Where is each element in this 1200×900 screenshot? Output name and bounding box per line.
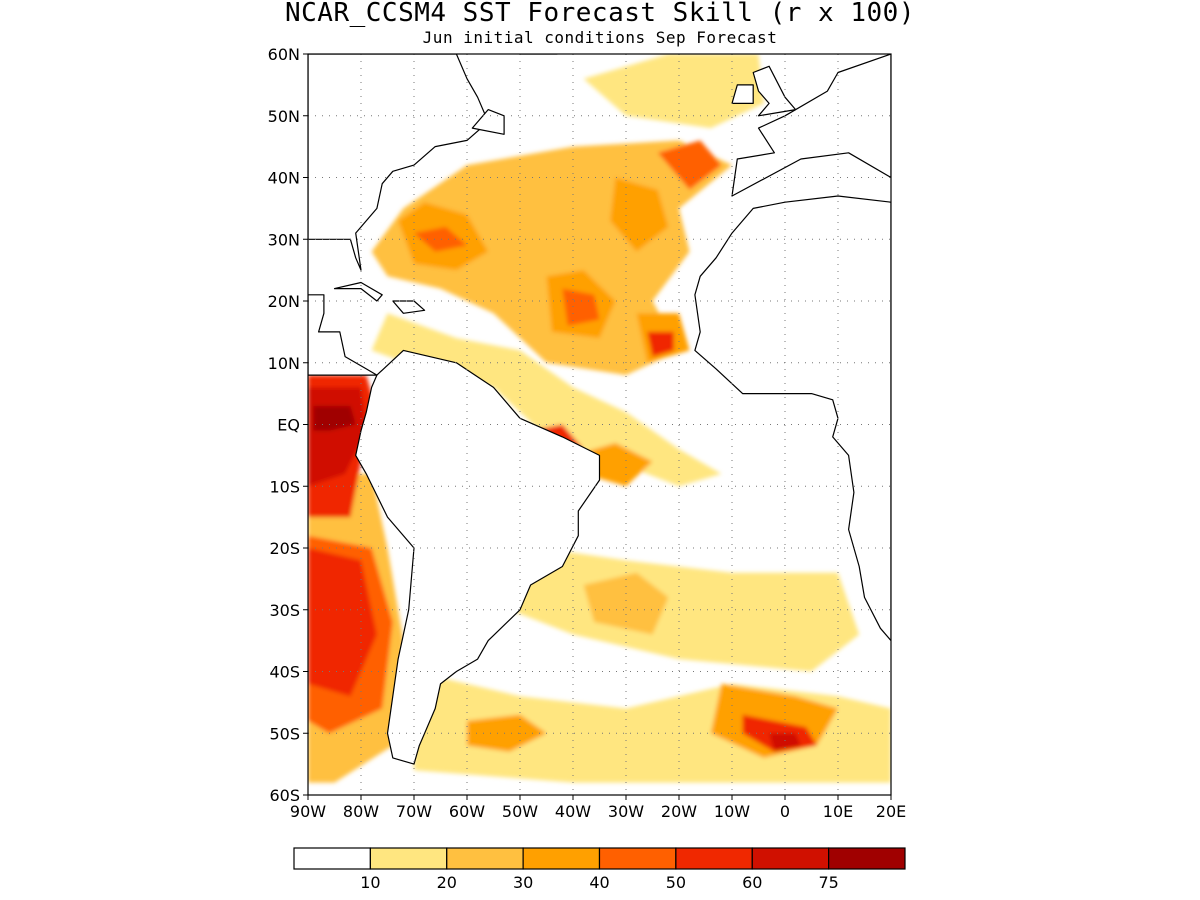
- skill-region-level-4: [562, 288, 600, 326]
- lon-tick-label: 20W: [661, 802, 697, 821]
- iceland-landmass: [658, 23, 711, 35]
- colorbar-label: 30: [513, 873, 533, 892]
- skill-region-level-1: [583, 54, 764, 129]
- colorbar-swatch: [369, 847, 448, 870]
- skill-shading: [308, 54, 891, 783]
- skill-region-level-4: [414, 226, 467, 252]
- lat-tick-label: 20N: [268, 292, 300, 311]
- colorbar-label: 50: [666, 873, 686, 892]
- lon-tick-label: 0: [780, 802, 790, 821]
- colorbar-swatch: [598, 847, 677, 870]
- lon-tick-label: 70W: [396, 802, 432, 821]
- colorbar-swatch: [446, 847, 524, 870]
- skill-region-level-5: [647, 331, 674, 357]
- lat-tick-label: 60S: [269, 786, 300, 805]
- lat-tick-label: 30N: [268, 230, 300, 249]
- colorbar: 10 20 30 40 50 60 75: [293, 847, 906, 892]
- greenland-landmass: [519, 54, 558, 55]
- skill-region-level-3: [610, 177, 669, 252]
- yucatan-landmass: [308, 294, 378, 376]
- lat-tick-label: 40S: [269, 663, 300, 682]
- colorbar-swatch: [751, 847, 830, 870]
- cuba-landmass: [333, 281, 383, 302]
- lon-tick-label: 30W: [608, 802, 644, 821]
- skill-region-level-5: [308, 548, 377, 697]
- europe-landmass: [731, 54, 891, 197]
- lon-tick-label: 80W: [343, 802, 379, 821]
- lon-tick-label: 60W: [449, 802, 485, 821]
- skill-region-level-3: [467, 714, 547, 752]
- lat-tick-label: 60N: [268, 45, 300, 64]
- skill-region-level-7: [313, 406, 356, 431]
- axis-labels: 60N 50N 40N 30N 20N 10N EQ 10S 20S 30S 40S 50S 60S90…: [268, 45, 907, 821]
- lat-tick-label: 40N: [268, 169, 300, 188]
- land-masses: [308, 23, 891, 765]
- colorbar-label: 40: [589, 873, 609, 892]
- colorbar-label: 75: [818, 873, 838, 892]
- colorbar-swatch: [828, 847, 906, 870]
- skill-region-level-1: [509, 548, 860, 672]
- map-subtitle: Jun initial conditions Sep Forecast: [422, 28, 778, 47]
- south-america-landmass: [355, 349, 601, 765]
- lon-tick-label: 20E: [876, 802, 906, 821]
- lon-tick-label: 40W: [555, 802, 591, 821]
- colorbar-swatch: [675, 847, 753, 870]
- skill-region-level-6: [769, 733, 801, 752]
- lat-tick-label: 50N: [268, 107, 300, 126]
- lat-tick-label: EQ: [277, 416, 300, 435]
- skill-region-level-4: [657, 140, 722, 190]
- skill-region-level-1: [371, 313, 722, 487]
- north-america-landmass: [308, 54, 489, 271]
- lon-tick-label: 10W: [714, 802, 750, 821]
- colorbar-label: 10: [360, 873, 380, 892]
- colorbar-swatch: [522, 847, 601, 870]
- lat-tick-label: 20S: [269, 539, 300, 558]
- lat-tick-label: 10S: [269, 477, 300, 496]
- skill-region-level-2: [583, 572, 669, 635]
- ireland-landmass: [731, 84, 754, 105]
- map-plot-area: [308, 23, 891, 795]
- colorbar-label: 60: [742, 873, 762, 892]
- map-title: NCAR_CCSM4 SST Forecast Skill (r x 100): [285, 0, 915, 28]
- lon-tick-label: 50W: [502, 802, 538, 821]
- lat-tick-label: 50S: [269, 724, 300, 743]
- colorbar-label: 20: [437, 873, 457, 892]
- lon-tick-label: 10E: [823, 802, 853, 821]
- lat-tick-label: 30S: [269, 601, 300, 620]
- lat-tick-label: 10N: [268, 354, 300, 373]
- africa-landmass: [694, 195, 891, 642]
- colorbar-swatch: [293, 847, 371, 870]
- lon-tick-label: 90W: [290, 802, 326, 821]
